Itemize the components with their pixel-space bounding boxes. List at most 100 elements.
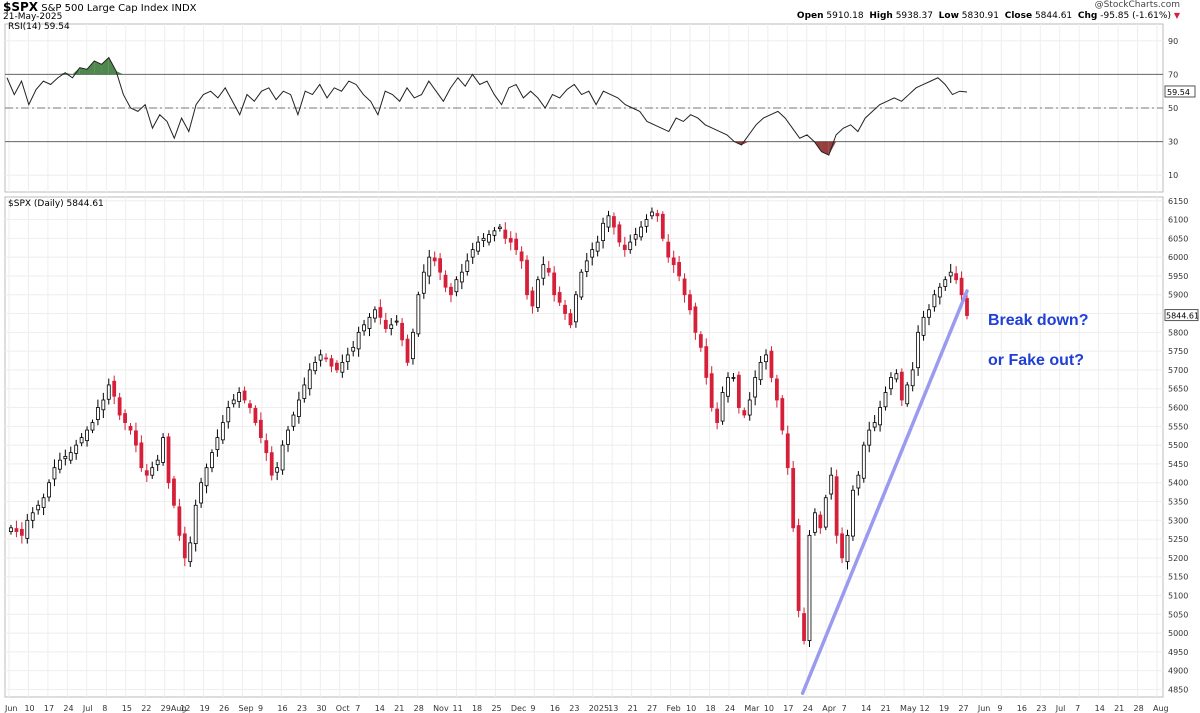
candle-up bbox=[856, 474, 861, 489]
candle-up bbox=[579, 271, 584, 298]
candle-up bbox=[807, 534, 812, 642]
candle-up bbox=[63, 455, 68, 460]
candle-down bbox=[514, 238, 519, 251]
rsi-overbought-fill bbox=[94, 60, 102, 75]
x-tick-label: 7 bbox=[842, 704, 847, 713]
candle-up bbox=[541, 264, 546, 279]
x-tick-label: 11 bbox=[453, 704, 463, 713]
candle-up bbox=[90, 422, 95, 431]
candle-up bbox=[302, 384, 307, 399]
x-tick-label: 2025 bbox=[589, 704, 609, 713]
candle-down bbox=[383, 319, 388, 329]
x-tick-label: 27 bbox=[647, 704, 657, 713]
candle-up bbox=[606, 215, 611, 228]
candle-down bbox=[112, 380, 117, 397]
x-tick-label: Nov bbox=[433, 704, 449, 713]
candle-up bbox=[296, 399, 301, 417]
rsi-overbought-fill bbox=[87, 60, 95, 75]
candle-down bbox=[166, 436, 171, 484]
price-tick-label: 5350 bbox=[1168, 498, 1188, 507]
candle-up bbox=[345, 354, 350, 363]
candle-up bbox=[286, 429, 290, 445]
price-panel bbox=[4, 196, 1164, 698]
candle-up bbox=[394, 320, 399, 323]
x-tick-label: Apr bbox=[822, 704, 837, 713]
rsi-legend: RSI(14) 59.54 bbox=[8, 22, 70, 32]
candle-down bbox=[715, 408, 720, 423]
candle-up bbox=[726, 377, 730, 397]
price-tick-label: 6000 bbox=[1168, 253, 1188, 262]
candle-up bbox=[948, 271, 953, 277]
x-tick-label: 17 bbox=[783, 704, 793, 713]
price-tick-label: 5950 bbox=[1168, 272, 1188, 281]
candle-down bbox=[134, 430, 138, 446]
candle-up bbox=[764, 354, 768, 363]
candle-up bbox=[231, 399, 236, 405]
x-tick-label: 7 bbox=[355, 704, 360, 713]
candle-up bbox=[916, 331, 921, 369]
candle-up bbox=[204, 467, 209, 487]
candle-up bbox=[932, 294, 937, 308]
candle-up bbox=[150, 467, 155, 476]
chg-value: -95.85 (-1.61%) bbox=[1100, 11, 1171, 21]
x-tick-label: 29Aug bbox=[161, 704, 187, 713]
candle-up bbox=[921, 316, 926, 336]
candle-up bbox=[829, 474, 834, 495]
candle-down bbox=[443, 274, 448, 288]
ohlc-readout: Open 5910.18 High 5938.37 Low 5830.91 Cl… bbox=[796, 11, 1180, 21]
candle-up bbox=[867, 429, 872, 446]
x-tick-label: 17 bbox=[44, 704, 54, 713]
candle-down bbox=[709, 373, 714, 408]
x-tick-label: Jul bbox=[1055, 704, 1066, 713]
candle-down bbox=[693, 306, 698, 333]
candle-up bbox=[601, 222, 605, 242]
candle-up bbox=[25, 519, 30, 539]
x-tick-label: 15 bbox=[122, 704, 132, 713]
rsi-overbought-fill bbox=[101, 57, 109, 75]
x-tick-label: 19 bbox=[939, 704, 949, 713]
rsi-oversold-fill bbox=[821, 141, 829, 156]
candle-up bbox=[497, 226, 502, 229]
candle-down bbox=[774, 378, 779, 401]
candle-down bbox=[769, 350, 774, 378]
candle-down bbox=[671, 257, 676, 266]
x-tick-label: 30 bbox=[316, 704, 326, 713]
price-tick-label: 5150 bbox=[1168, 573, 1188, 582]
candle-down bbox=[563, 304, 567, 314]
candle-down bbox=[405, 338, 410, 363]
price-tick-label: 5250 bbox=[1168, 535, 1188, 544]
candle-up bbox=[644, 219, 649, 227]
candle-up bbox=[47, 482, 51, 498]
candle-up bbox=[96, 407, 100, 420]
candle-up bbox=[220, 422, 225, 441]
candle-up bbox=[813, 512, 817, 533]
candle-down bbox=[840, 533, 844, 559]
price-value-label: 5844.61 bbox=[1166, 312, 1199, 321]
candle-up bbox=[74, 444, 79, 454]
rsi-overbought-fill bbox=[116, 71, 124, 75]
candle-down bbox=[622, 244, 627, 251]
candle-down bbox=[128, 425, 133, 431]
candle-up bbox=[937, 286, 942, 298]
candle-up bbox=[161, 437, 165, 463]
candle-up bbox=[421, 271, 426, 294]
x-tick-label: 19 bbox=[200, 704, 210, 713]
low-value: 5830.91 bbox=[961, 11, 999, 21]
credit: @StockCharts.com bbox=[1094, 0, 1180, 10]
x-tick-label: 9 bbox=[530, 704, 535, 713]
candle-up bbox=[851, 489, 855, 537]
open-value: 5910.18 bbox=[826, 11, 864, 21]
candle-up bbox=[574, 294, 578, 323]
price-tick-label: 5500 bbox=[1168, 441, 1188, 450]
candle-up bbox=[318, 354, 323, 361]
candle-down bbox=[264, 440, 269, 454]
candle-up bbox=[389, 324, 394, 329]
candle-down bbox=[378, 307, 383, 318]
x-tick-label: 21 bbox=[1114, 704, 1124, 713]
candle-up bbox=[823, 497, 828, 528]
x-tick-label: Feb bbox=[667, 704, 681, 713]
symbol-title: $SPX S&P 500 Large Cap Index INDX bbox=[3, 0, 197, 14]
close-value: 5844.61 bbox=[1034, 11, 1073, 21]
candle-down bbox=[269, 452, 274, 476]
x-tick-label: 16 bbox=[277, 704, 287, 713]
